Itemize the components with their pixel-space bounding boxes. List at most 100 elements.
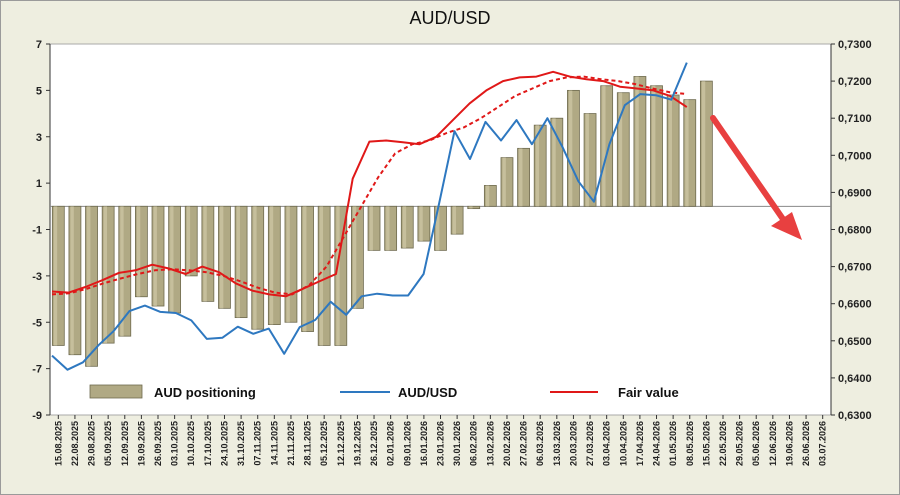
x-tick-label: 12.12.2025 [336, 421, 346, 466]
bar-aud-positioning [367, 205, 381, 251]
right-tick-label: 0,6600 [838, 299, 872, 311]
left-tick-label: 5 [36, 85, 42, 97]
bar-highlight [219, 206, 224, 309]
bar-aud-positioning [517, 147, 530, 207]
bar-highlight [303, 206, 307, 332]
x-tick-label: 12.06.2026 [768, 421, 778, 466]
left-tick-label: -5 [32, 317, 42, 329]
bar-highlight [352, 206, 357, 309]
legend-swatch-aud-positioning [89, 384, 143, 399]
bar-highlight [618, 92, 623, 207]
x-tick-label: 19.06.2026 [784, 421, 794, 466]
x-tick-label: 03.10.2025 [170, 421, 180, 466]
right-tick-label: 0,6900 [838, 187, 872, 199]
right-tick-label: 0,6800 [838, 225, 872, 237]
bar-highlight [70, 206, 74, 355]
bar-highlight [552, 118, 556, 207]
left-tick-label: -9 [32, 410, 42, 422]
bar-highlight [170, 206, 174, 313]
bar-aud-positioning [616, 92, 630, 207]
bar-aud-positioning [633, 76, 647, 207]
bar-highlight [436, 206, 440, 251]
bar-aud-positioning [650, 85, 663, 207]
x-tick-label: 29.08.2025 [87, 421, 97, 466]
left-tick-label: 1 [36, 178, 42, 190]
legend-label-aud-positioning: AUD positioning [154, 385, 256, 400]
right-tick-label: 0,6400 [838, 373, 872, 385]
x-tick-label: 27.03.2026 [585, 421, 595, 466]
x-tick-label: 26.12.2025 [369, 421, 379, 466]
bar-highlight [336, 206, 340, 346]
legend-label-fair-value: Fair value [618, 385, 679, 400]
bar-highlight [535, 125, 540, 207]
right-tick-label: 0,6300 [838, 410, 872, 422]
bar-highlight [386, 206, 390, 251]
x-tick-label: 15.05.2026 [701, 421, 711, 466]
right-tick-label: 0,7200 [838, 76, 872, 88]
x-tick-label: 12.09.2025 [120, 421, 130, 466]
trend-arrow-shaft [710, 115, 788, 225]
x-tick-label: 13.03.2026 [552, 421, 562, 466]
x-tick-label: 14.11.2025 [269, 421, 279, 466]
x-tick-label: 03.07.2026 [818, 421, 828, 466]
bar-highlight [668, 95, 673, 207]
bar-aud-positioning [135, 205, 148, 298]
bar-aud-positioning [600, 85, 614, 207]
x-tick-label: 02.01.2026 [386, 421, 396, 466]
x-tick-label: 15.08.2025 [53, 421, 63, 466]
x-tick-label: 22.05.2026 [718, 421, 728, 466]
bar-highlight [602, 85, 606, 207]
lines-group [51, 62, 688, 371]
bar-highlight [203, 206, 207, 302]
x-tick-label: 10.04.2026 [618, 421, 628, 466]
bar-aud-positioning [251, 205, 265, 330]
bar-aud-positioning [301, 205, 314, 332]
bar-highlight [369, 206, 373, 251]
bar-highlight [685, 99, 689, 207]
annotation-group [710, 115, 802, 240]
bar-highlight [103, 206, 108, 344]
bar-highlight [485, 185, 490, 207]
bar-aud-positioning [201, 205, 215, 302]
bar-aud-positioning [699, 80, 713, 207]
bar-highlight [253, 206, 257, 330]
x-tick-label: 29.05.2026 [735, 421, 745, 466]
bar-aud-positioning [384, 205, 398, 251]
bar-highlight [701, 81, 706, 207]
bar-aud-positioning [151, 205, 165, 307]
bar-highlight [419, 206, 423, 242]
chart-title: AUD/USD [409, 8, 491, 28]
right-tick-label: 0,7000 [838, 150, 872, 162]
bar-aud-positioning [234, 205, 248, 319]
bar-aud-positioning [68, 205, 82, 356]
bar-highlight [120, 206, 124, 337]
bar-aud-positioning [550, 117, 564, 207]
legend-group: AUD positioning AUD/USD Fair value [89, 384, 679, 400]
x-tick-label: 19.12.2025 [352, 421, 362, 466]
line-fair-value [51, 70, 688, 298]
bar-highlight [269, 206, 274, 325]
bar-aud-positioning [400, 205, 414, 249]
bar-highlight [136, 206, 141, 297]
right-tick-label: 0,6700 [838, 262, 872, 274]
bar-aud-positioning [483, 185, 497, 207]
x-tick-label: 05.09.2025 [103, 421, 113, 466]
bar-aud-positioning [450, 205, 464, 235]
x-tick-label: 26.09.2025 [153, 421, 163, 466]
legend-label-audusd: AUD/USD [398, 385, 457, 400]
left-tick-label: -7 [32, 364, 42, 376]
x-tick-label: 24.10.2025 [219, 421, 229, 466]
bar-aud-positioning [267, 205, 281, 325]
right-tick-label: 0,7300 [838, 39, 872, 51]
line-fair-value-dashed [51, 75, 687, 296]
x-tick-label: 05.12.2025 [319, 421, 329, 466]
bar-aud-positioning [334, 205, 348, 346]
x-tick-label: 23.01.2026 [436, 421, 446, 466]
bar-highlight [652, 85, 656, 207]
left-tick-label: 7 [36, 39, 42, 51]
bar-highlight [635, 76, 639, 207]
x-tick-label: 10.10.2025 [186, 421, 196, 466]
bar-aud-positioning [533, 124, 547, 207]
bar-highlight [502, 157, 506, 207]
